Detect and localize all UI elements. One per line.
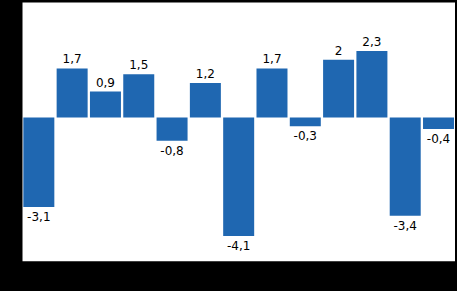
svg-text:1,7: 1,7 [262, 52, 281, 66]
svg-text:-0,4: -0,4 [427, 132, 449, 146]
svg-text:-4,1: -4,1 [227, 239, 250, 253]
svg-text:-3,1: -3,1 [27, 210, 50, 224]
svg-text:1,2: 1,2 [196, 67, 215, 81]
svg-text:0,9: 0,9 [96, 76, 115, 90]
svg-text:2,3: 2,3 [362, 35, 381, 49]
svg-text:-3,4: -3,4 [394, 219, 417, 233]
svg-text:-0,8: -0,8 [160, 144, 183, 158]
svg-text:2: 2 [335, 44, 343, 58]
svg-text:1,5: 1,5 [129, 58, 148, 72]
svg-text:1,7: 1,7 [63, 52, 82, 66]
svg-text:-0,3: -0,3 [294, 129, 317, 143]
